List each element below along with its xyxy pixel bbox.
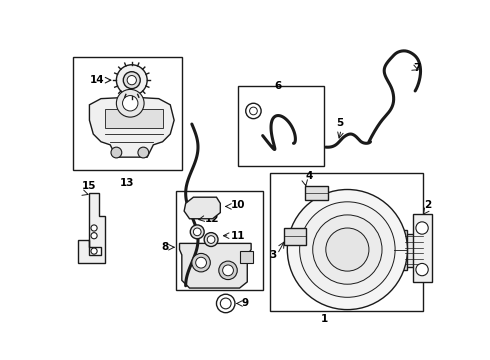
Text: 4: 4 <box>306 171 313 181</box>
Bar <box>270 172 423 311</box>
Circle shape <box>194 228 201 236</box>
Text: 8: 8 <box>162 242 169 252</box>
Circle shape <box>192 253 210 272</box>
Text: 9: 9 <box>241 298 248 309</box>
Circle shape <box>91 225 97 231</box>
Circle shape <box>204 233 218 247</box>
Bar <box>105 109 163 128</box>
Circle shape <box>217 294 235 313</box>
Text: 14: 14 <box>90 75 105 85</box>
Bar <box>240 251 253 263</box>
Bar <box>393 230 408 270</box>
Circle shape <box>91 248 97 254</box>
Bar <box>284 228 306 245</box>
Circle shape <box>219 261 237 280</box>
Text: 7: 7 <box>413 63 420 73</box>
Circle shape <box>222 265 233 276</box>
Circle shape <box>127 76 136 85</box>
Text: 10: 10 <box>230 200 245 210</box>
Bar <box>238 86 324 166</box>
Bar <box>405 234 423 266</box>
Circle shape <box>111 147 122 158</box>
Bar <box>305 186 328 199</box>
Circle shape <box>196 257 206 268</box>
Bar <box>176 191 263 289</box>
Circle shape <box>117 65 147 95</box>
Circle shape <box>313 215 382 284</box>
Circle shape <box>287 189 408 310</box>
Circle shape <box>326 228 369 271</box>
Circle shape <box>246 103 261 119</box>
Polygon shape <box>89 97 174 157</box>
Polygon shape <box>184 197 220 219</box>
Text: 1: 1 <box>320 314 328 324</box>
Circle shape <box>138 147 149 158</box>
Text: 11: 11 <box>230 231 245 241</box>
Bar <box>74 57 182 170</box>
Text: 5: 5 <box>336 118 343 128</box>
Circle shape <box>207 236 215 243</box>
Circle shape <box>249 107 257 115</box>
Circle shape <box>220 298 231 309</box>
Text: 15: 15 <box>82 181 96 191</box>
Polygon shape <box>78 193 105 263</box>
Circle shape <box>123 72 140 89</box>
Text: 13: 13 <box>120 178 134 188</box>
Circle shape <box>416 222 428 234</box>
Circle shape <box>91 233 97 239</box>
Text: 3: 3 <box>270 250 276 260</box>
Polygon shape <box>179 243 251 288</box>
Circle shape <box>416 264 428 276</box>
Text: 6: 6 <box>274 81 282 91</box>
Bar <box>413 214 432 282</box>
Circle shape <box>116 89 144 117</box>
Text: 2: 2 <box>424 200 432 210</box>
Circle shape <box>122 95 138 111</box>
Circle shape <box>300 202 395 297</box>
Text: 12: 12 <box>205 214 220 224</box>
Circle shape <box>190 225 204 239</box>
